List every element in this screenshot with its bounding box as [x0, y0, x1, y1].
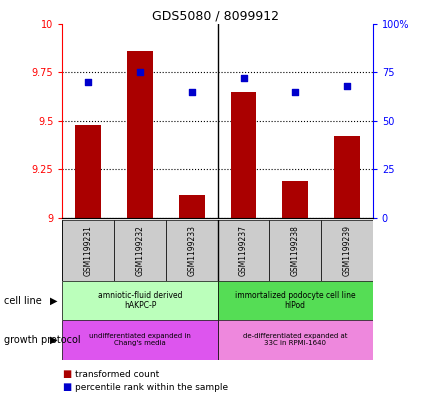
Text: cell line: cell line — [4, 296, 42, 306]
Text: amniotic-fluid derived
hAKPC-P: amniotic-fluid derived hAKPC-P — [98, 291, 182, 310]
Bar — [320, 220, 372, 281]
Text: GSM1199231: GSM1199231 — [84, 225, 92, 276]
Text: transformed count: transformed count — [75, 370, 159, 378]
Bar — [166, 220, 217, 281]
Bar — [269, 220, 320, 281]
Bar — [178, 195, 204, 218]
Bar — [230, 92, 256, 218]
Bar — [62, 281, 217, 320]
Text: GSM1199238: GSM1199238 — [290, 225, 299, 276]
Text: GSM1199232: GSM1199232 — [135, 225, 144, 276]
Point — [136, 69, 143, 75]
Point — [85, 79, 92, 85]
Text: percentile rank within the sample: percentile rank within the sample — [75, 383, 228, 391]
Bar — [282, 181, 307, 218]
Bar — [217, 281, 372, 320]
Text: undifferentiated expanded in
Chang's media: undifferentiated expanded in Chang's med… — [89, 333, 190, 347]
Text: ▶: ▶ — [49, 296, 57, 306]
Bar — [333, 136, 359, 218]
Point — [343, 83, 350, 89]
Text: GSM1199233: GSM1199233 — [187, 225, 196, 276]
Text: growth protocol: growth protocol — [4, 335, 81, 345]
Bar — [62, 220, 114, 281]
Bar — [114, 220, 166, 281]
Point — [188, 88, 195, 95]
Text: GSM1199239: GSM1199239 — [342, 225, 350, 276]
Text: de-differentiated expanded at
33C in RPMI-1640: de-differentiated expanded at 33C in RPM… — [243, 333, 347, 347]
Text: ■: ■ — [62, 369, 71, 379]
Bar — [127, 51, 153, 218]
Bar — [217, 320, 372, 360]
Text: ▶: ▶ — [49, 335, 57, 345]
Text: immortalized podocyte cell line
hIPod: immortalized podocyte cell line hIPod — [234, 291, 355, 310]
Bar — [62, 320, 217, 360]
Point — [291, 88, 298, 95]
Point — [240, 75, 246, 81]
Text: GDS5080 / 8099912: GDS5080 / 8099912 — [152, 10, 278, 23]
Bar — [217, 220, 269, 281]
Text: ■: ■ — [62, 382, 71, 392]
Text: GSM1199237: GSM1199237 — [239, 225, 247, 276]
Bar — [75, 125, 101, 218]
